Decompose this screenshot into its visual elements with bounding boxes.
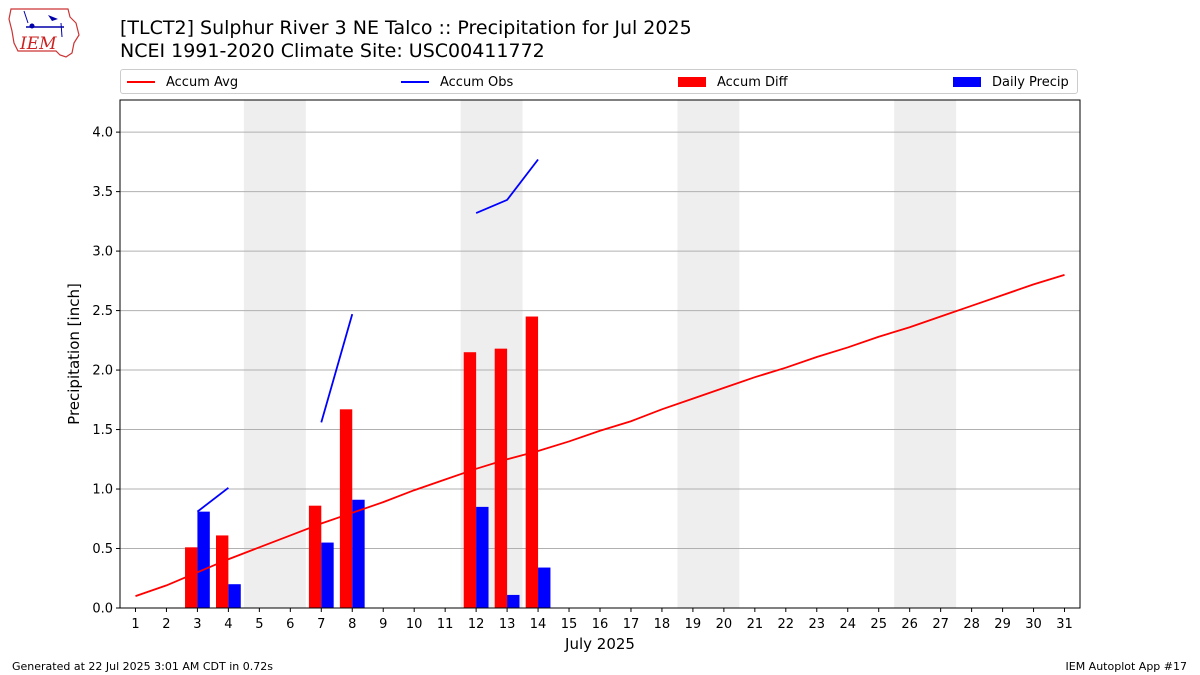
x-tick-label: 11 xyxy=(437,617,454,632)
x-tick-label: 17 xyxy=(623,617,640,632)
legend-label: Accum Obs xyxy=(440,74,514,90)
x-tick-label: 5 xyxy=(255,617,263,632)
line-accum-obs xyxy=(196,487,229,513)
x-tick-label: 22 xyxy=(778,617,795,632)
x-tick-label: 23 xyxy=(809,617,826,632)
iem-logo: IEM xyxy=(8,8,80,58)
y-tick-label: 4.0 xyxy=(92,126,113,141)
footer-app: IEM Autoplot App #17 xyxy=(1065,660,1188,673)
x-tick-label: 26 xyxy=(901,617,918,632)
bar-daily-precip xyxy=(352,499,365,608)
bar-daily-precip xyxy=(476,506,489,608)
legend-label: Accum Avg xyxy=(166,74,239,90)
bar-accum-diff xyxy=(494,348,508,608)
bar-accum-diff xyxy=(216,535,229,608)
x-tick-label: 18 xyxy=(654,617,671,632)
x-tick-label: 2 xyxy=(162,617,170,632)
bar-daily-precip xyxy=(321,542,334,608)
y-tick-label: 0.0 xyxy=(92,602,113,617)
bar-accum-diff xyxy=(185,547,198,608)
y-tick-label: 1.0 xyxy=(92,483,113,498)
x-tick-label: 31 xyxy=(1056,617,1073,632)
y-tick-label: 3.0 xyxy=(92,245,113,260)
x-tick-label: 28 xyxy=(963,617,980,632)
x-tick-label: 13 xyxy=(499,617,516,632)
y-tick-label: 1.5 xyxy=(92,423,113,438)
y-axis-label: Precipitation [inch] xyxy=(65,283,83,425)
legend-swatch xyxy=(127,81,155,83)
legend-item-accum-diff: Accum Diff xyxy=(678,70,788,94)
bar-accum-diff xyxy=(308,505,322,608)
x-tick-label: 15 xyxy=(561,617,578,632)
x-tick-label: 14 xyxy=(530,617,547,632)
bar-daily-precip xyxy=(538,567,551,608)
x-tick-label: 21 xyxy=(747,617,764,632)
x-tick-label: 24 xyxy=(839,617,856,632)
legend-label: Daily Precip xyxy=(992,74,1069,90)
y-tick-label: 2.0 xyxy=(92,364,113,379)
legend-swatch xyxy=(953,77,981,87)
weekend-shade xyxy=(243,100,306,608)
y-tick-label: 2.5 xyxy=(92,304,113,319)
y-tick-label: 0.5 xyxy=(92,542,113,557)
x-tick-label: 30 xyxy=(1025,617,1042,632)
x-tick-label: 7 xyxy=(317,617,325,632)
legend-swatch xyxy=(401,81,429,83)
x-tick-label: 10 xyxy=(406,617,423,632)
legend-item-daily-precip: Daily Precip xyxy=(953,70,1069,94)
x-axis-label: July 2025 xyxy=(564,635,635,653)
line-accum-avg xyxy=(135,274,1065,597)
x-tick-label: 3 xyxy=(193,617,201,632)
legend-label: Accum Diff xyxy=(717,74,788,90)
x-tick-label: 12 xyxy=(468,617,485,632)
bar-accum-diff xyxy=(463,352,477,608)
x-tick-label: 9 xyxy=(379,617,387,632)
legend-item-accum-obs: Accum Obs xyxy=(401,70,513,94)
x-tick-label: 29 xyxy=(994,617,1011,632)
bar-accum-diff xyxy=(525,316,539,608)
x-tick-label: 19 xyxy=(685,617,702,632)
bar-daily-precip xyxy=(507,594,520,608)
chart-subtitle: NCEI 1991-2020 Climate Site: USC00411772 xyxy=(120,40,545,62)
x-tick-label: 16 xyxy=(592,617,609,632)
y-tick-label: 3.5 xyxy=(92,185,113,200)
x-tick-label: 27 xyxy=(932,617,949,632)
bar-daily-precip xyxy=(197,511,210,608)
chart-title: [TLCT2] Sulphur River 3 NE Talco :: Prec… xyxy=(120,17,692,39)
x-tick-label: 6 xyxy=(286,617,294,632)
x-tick-label: 25 xyxy=(870,617,887,632)
bar-daily-precip xyxy=(228,584,241,608)
legend-item-accum-avg: Accum Avg xyxy=(127,70,238,94)
weekend-shade xyxy=(894,100,957,608)
line-accum-obs xyxy=(475,158,539,214)
x-tick-label: 1 xyxy=(131,617,139,632)
weekend-shade xyxy=(677,100,740,608)
line-accum-obs xyxy=(320,313,354,423)
legend-swatch xyxy=(678,77,706,87)
bar-accum-diff xyxy=(339,409,353,608)
x-tick-label: 20 xyxy=(716,617,733,632)
x-tick-label: 8 xyxy=(348,617,356,632)
footer-generated: Generated at 22 Jul 2025 3:01 AM CDT in … xyxy=(12,660,273,673)
legend: Accum Avg Accum Obs Accum Diff Daily Pre… xyxy=(120,69,1078,94)
x-tick-label: 4 xyxy=(224,617,232,632)
logo-text: IEM xyxy=(19,34,57,54)
